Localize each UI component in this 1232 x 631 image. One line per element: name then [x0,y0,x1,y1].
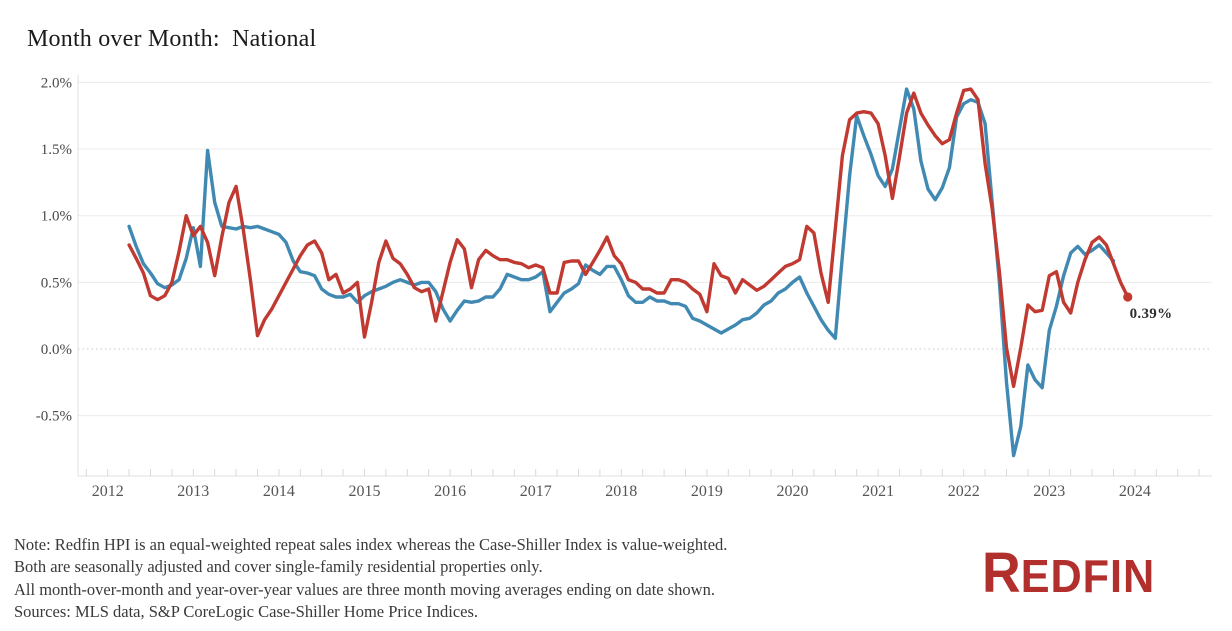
end-value-label: 0.39% [1129,306,1173,322]
x-axis-label: 2017 [520,483,552,500]
case-shiller-line [127,87,1116,458]
note-line: Both are seasonally adjusted and cover s… [14,557,543,577]
y-axis-label: 0.0% [41,342,72,358]
redfin-logo: REDFIN [982,541,1156,605]
chart-canvas: 2.0% 1.5% 1.0% 0.5% 0.0% -0.5% 2012 2013 2014 201… [36,75,1212,500]
x-axis-label: 2013 [177,483,209,500]
y-axis-label: 0.5% [41,275,72,291]
y-axis-label: 1.0% [41,209,72,225]
y-axis-label: 2.0% [41,75,72,91]
x-axis-label: 2022 [948,483,980,500]
x-axis-label: 2015 [349,483,381,500]
note-line: Note: Redfin HPI is an equal-weighted re… [14,535,728,554]
redfin-hpi-line [127,87,1130,388]
redfin-logo-text: R [982,541,1021,605]
x-axis-label: 2014 [263,483,295,500]
x-axis-label: 2019 [691,483,723,500]
note-line: All month-over-month and year-over-year … [14,579,715,599]
x-axis-label: 2016 [434,483,466,500]
page-title: Month over Month: National [27,26,317,52]
y-axis-label: 1.5% [41,142,72,158]
note-line: Sources: MLS data, S&P CoreLogic Case-Sh… [14,602,479,622]
footnote-block: Note: Redfin HPI is an equal-weighted re… [14,534,727,624]
end-point-dot [1123,292,1133,302]
x-axis-label: 2021 [862,483,894,500]
x-axis-label: 2023 [1033,483,1065,500]
x-axis-label: 2024 [1119,483,1151,500]
x-axis-label: 2012 [92,483,124,500]
x-axis-label: 2018 [605,483,637,500]
x-axis-label: 2020 [777,483,809,500]
y-axis-label: -0.5% [36,409,72,425]
